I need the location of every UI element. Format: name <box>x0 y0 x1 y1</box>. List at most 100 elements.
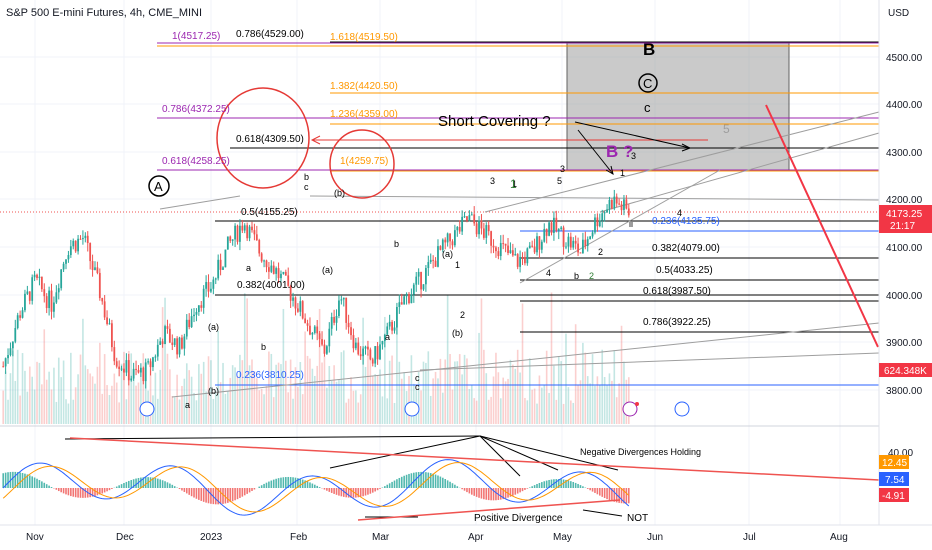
histogram-bar <box>444 479 447 488</box>
volume-bar <box>268 351 270 424</box>
histogram-bar <box>77 488 79 498</box>
volume-bar <box>277 362 280 424</box>
histogram-bar <box>251 488 253 491</box>
candle <box>321 331 323 347</box>
candle <box>74 240 77 253</box>
volume-bar <box>615 397 618 424</box>
volume-bar <box>347 398 350 424</box>
volume-bar <box>21 353 24 424</box>
histogram-bar <box>149 477 152 488</box>
candle <box>400 293 403 305</box>
histogram-bar <box>154 478 157 488</box>
histogram-bar <box>275 478 277 488</box>
price-tick: 3900.00 <box>886 338 923 349</box>
wave-label: 2 <box>460 310 465 320</box>
volume-bar <box>524 397 526 424</box>
candle <box>135 360 137 376</box>
volume-bar <box>137 382 140 424</box>
volume-bar <box>190 376 193 424</box>
replay-icon[interactable] <box>674 401 690 417</box>
volume-bar <box>574 324 577 424</box>
replay-icon[interactable] <box>139 401 155 417</box>
histogram-bar <box>193 488 195 498</box>
volume-bar <box>570 400 572 424</box>
volume-bar <box>287 392 290 424</box>
histogram-bar <box>355 488 357 498</box>
histogram-bar <box>599 488 601 496</box>
candle <box>270 260 273 274</box>
volume-bar <box>446 294 449 424</box>
candle <box>31 274 34 305</box>
histogram-bar <box>156 478 159 488</box>
volume-bar <box>16 349 19 424</box>
candle <box>306 319 309 332</box>
histogram-bar <box>369 488 372 494</box>
fib-label: 0.786(4372.25) <box>162 104 230 115</box>
candle <box>309 317 311 336</box>
wave-label: 4 <box>677 208 682 218</box>
histogram-bar <box>570 481 572 488</box>
histogram-bar <box>526 488 529 489</box>
volume-bar <box>591 354 594 424</box>
volume-bar <box>84 365 87 424</box>
volume-bar <box>55 401 58 424</box>
fib-label: 0.382(4001.00) <box>237 280 305 291</box>
volume-bar <box>485 373 488 424</box>
histogram-bar <box>456 486 459 488</box>
candle <box>405 292 408 305</box>
candle <box>14 319 17 344</box>
volume-bar <box>369 355 372 424</box>
candle <box>82 230 84 245</box>
volume-bar <box>292 398 294 424</box>
histogram-bar <box>591 488 594 492</box>
flash-icon[interactable] <box>622 401 638 417</box>
histogram-bar <box>350 488 352 498</box>
histogram-bar <box>367 488 369 495</box>
histogram-bar <box>31 476 33 488</box>
candle <box>579 252 582 254</box>
histogram-bar <box>374 488 376 492</box>
volume-bar <box>115 382 118 424</box>
candle <box>57 283 60 300</box>
candle <box>478 216 480 239</box>
histogram-bar <box>572 481 575 488</box>
volume-bar <box>246 298 248 424</box>
wave-label: 1 <box>620 168 625 178</box>
negative-divergence-label: Negative Divergences Holding <box>580 447 701 457</box>
candle <box>347 314 350 334</box>
histogram-bar <box>294 477 297 488</box>
osc-badge: 12.45 <box>882 458 907 469</box>
volume-bar <box>538 375 541 424</box>
candle <box>185 314 188 340</box>
histogram-bar <box>24 473 26 488</box>
histogram-bar <box>265 482 268 488</box>
histogram-bar <box>342 488 345 497</box>
histogram-bar <box>195 488 198 499</box>
candle <box>403 295 406 305</box>
candle <box>451 239 454 250</box>
volume-bar <box>618 383 620 424</box>
replay-icon[interactable] <box>404 401 420 417</box>
target-zone-box <box>566 42 790 171</box>
histogram-bar <box>502 488 504 500</box>
histogram-bar <box>67 488 70 496</box>
histogram-bar <box>227 488 229 503</box>
histogram-bar <box>130 480 133 488</box>
histogram-bar <box>328 488 331 492</box>
histogram-bar <box>340 488 343 497</box>
histogram-bar <box>531 486 533 488</box>
histogram-bar <box>19 472 21 488</box>
volume-bar <box>217 330 219 424</box>
volume-bar <box>313 375 316 424</box>
volume-bar <box>475 400 478 424</box>
candle <box>350 321 352 340</box>
volume-bar <box>620 325 623 424</box>
histogram-bar <box>504 488 507 499</box>
candle <box>495 245 497 258</box>
histogram-bar <box>115 486 118 488</box>
volume-bar <box>492 376 495 424</box>
volume-bar <box>270 353 273 424</box>
volume-bar <box>161 307 164 424</box>
fib-label: 0.786(3922.25) <box>643 317 711 328</box>
